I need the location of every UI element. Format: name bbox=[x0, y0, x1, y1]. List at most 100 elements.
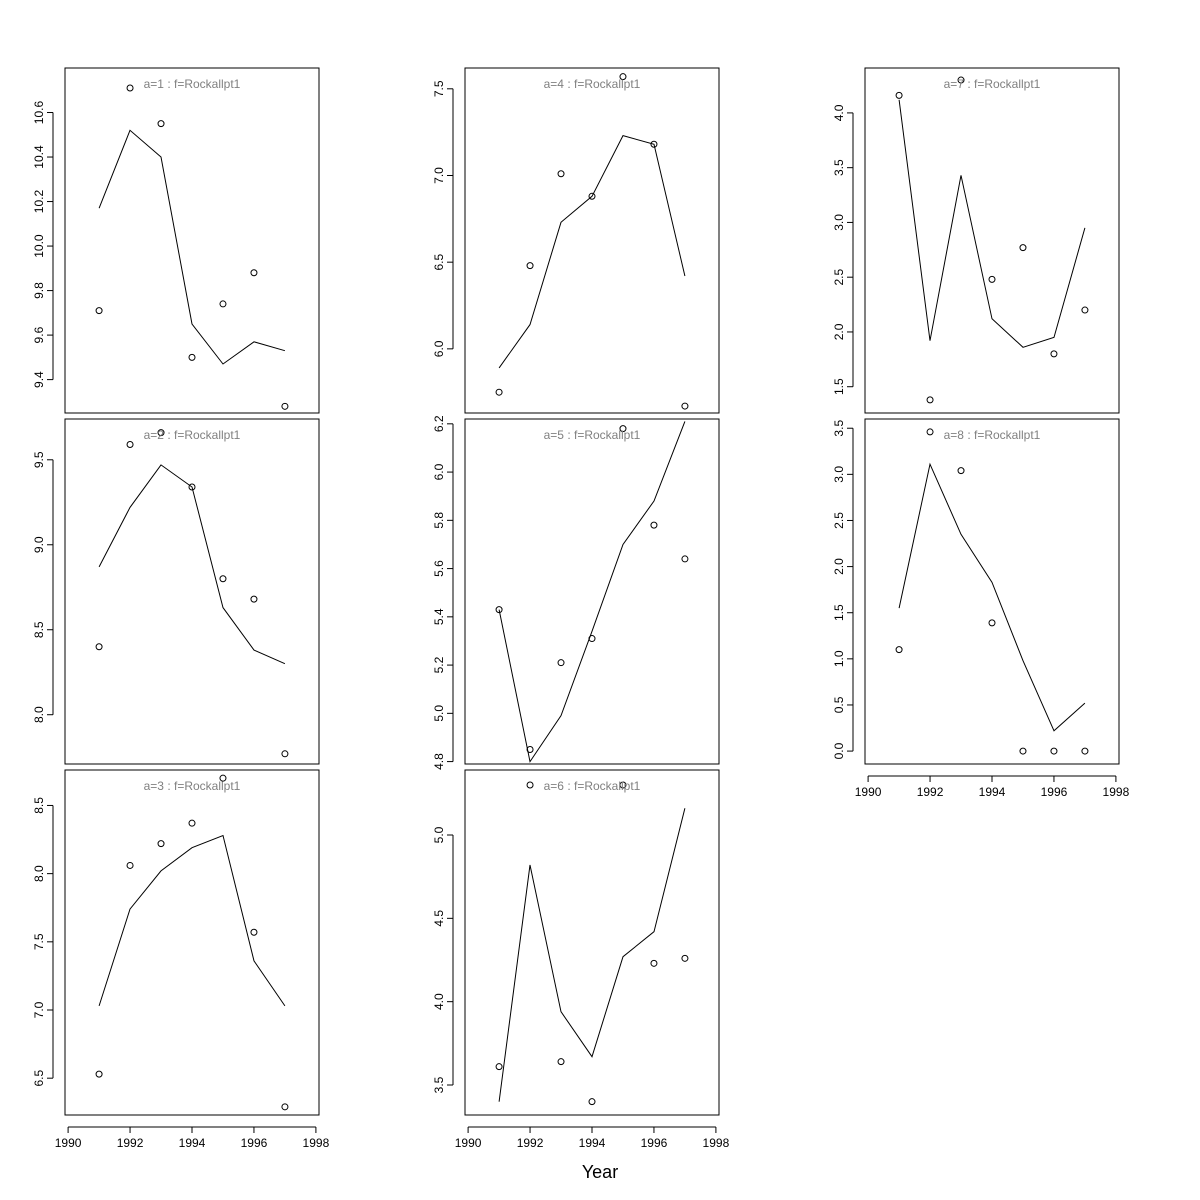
data-point bbox=[557, 1058, 565, 1066]
y-tick-label: 6.5 bbox=[432, 254, 446, 271]
y-tick-label: 9.6 bbox=[32, 326, 46, 343]
data-point bbox=[495, 606, 503, 614]
y-tick-label: 4.0 bbox=[432, 993, 446, 1010]
data-point bbox=[157, 429, 165, 437]
y-tick-label: 5.8 bbox=[432, 512, 446, 529]
panel-title: a=4 : f=Rockallpt1 bbox=[544, 77, 641, 91]
data-point bbox=[1019, 747, 1027, 755]
panel-8: 0.0 0.5 1.0 1.5 2.0 2.5 3.0 3.5 1990 1992 1994 1996… bbox=[832, 418, 1130, 799]
plot-frame bbox=[464, 769, 720, 1116]
y-tick-label: 2.0 bbox=[832, 558, 846, 575]
fitted-line bbox=[98, 464, 286, 665]
panel-4: 6.0 6.5 7.0 7.5 a=4 : f=Rockallpt1 bbox=[432, 67, 720, 414]
y-tick-label: 10.6 bbox=[32, 101, 46, 125]
y-tick-label: 9.8 bbox=[32, 282, 46, 299]
fitted-line bbox=[98, 129, 286, 365]
fitted-line bbox=[498, 421, 686, 763]
y-tick-label: 5.0 bbox=[432, 826, 446, 843]
data-point bbox=[526, 746, 534, 754]
fitted-line bbox=[498, 135, 686, 369]
y-tick-label: 10.0 bbox=[32, 234, 46, 258]
data-point bbox=[619, 425, 627, 433]
y-tick-label: 6.5 bbox=[32, 1070, 46, 1087]
panel-5: 4.8 5.0 5.2 5.4 5.6 5.8 6.0 6.2 a=5 : f=Rockallp… bbox=[432, 415, 720, 770]
fitted-line bbox=[898, 462, 1086, 732]
data-point bbox=[95, 307, 103, 315]
x-tick-label: 1990 bbox=[455, 1136, 482, 1150]
y-tick-label: 9.4 bbox=[32, 371, 46, 388]
panel-2: 8.0 8.5 9.0 9.5 a=2 : f=Rockallpt1 bbox=[32, 418, 320, 765]
data-point bbox=[95, 1070, 103, 1078]
x-tick-label: 1998 bbox=[303, 1136, 330, 1150]
data-point bbox=[681, 402, 689, 410]
y-tick-label: 0.0 bbox=[832, 742, 846, 759]
y-tick-label: 5.2 bbox=[432, 656, 446, 673]
data-point bbox=[957, 76, 965, 84]
y-tick-label: 8.0 bbox=[32, 865, 46, 882]
data-point bbox=[188, 819, 196, 827]
plot-frame bbox=[64, 769, 320, 1116]
plot-frame bbox=[64, 67, 320, 414]
y-tick-label: 7.0 bbox=[432, 167, 446, 184]
y-tick-label: 5.4 bbox=[432, 608, 446, 625]
y-tick-label: 2.5 bbox=[832, 269, 846, 286]
x-tick-label: 1994 bbox=[179, 1136, 206, 1150]
data-point bbox=[1019, 244, 1027, 252]
y-tick-label: 1.5 bbox=[832, 604, 846, 621]
y-tick-label: 10.2 bbox=[32, 190, 46, 214]
x-tick-label: 1996 bbox=[241, 1136, 268, 1150]
data-point bbox=[988, 275, 996, 283]
data-point bbox=[557, 170, 565, 178]
x-tick-label: 1994 bbox=[579, 1136, 606, 1150]
panel-title: a=8 : f=Rockallpt1 bbox=[944, 428, 1041, 442]
y-tick-label: 6.0 bbox=[432, 340, 446, 357]
y-tick-label: 0.5 bbox=[832, 696, 846, 713]
y-tick-label: 4.8 bbox=[432, 753, 446, 770]
fitted-line bbox=[498, 808, 686, 1102]
data-point bbox=[157, 840, 165, 848]
data-point bbox=[557, 659, 565, 667]
x-tick-label: 1998 bbox=[703, 1136, 730, 1150]
y-tick-label: 3.5 bbox=[832, 159, 846, 176]
data-point bbox=[650, 140, 658, 148]
data-point bbox=[157, 120, 165, 128]
panel-7: 1.5 2.0 2.5 3.0 3.5 4.0 a=7 : f=Rockallpt1 bbox=[832, 67, 1120, 414]
y-tick-label: 1.0 bbox=[832, 650, 846, 667]
y-tick-label: 3.5 bbox=[832, 420, 846, 437]
y-tick-label: 9.5 bbox=[32, 451, 46, 468]
y-tick-label: 3.0 bbox=[832, 466, 846, 483]
x-tick-label: 1996 bbox=[1041, 785, 1068, 799]
x-tick-label: 1992 bbox=[917, 785, 944, 799]
data-point bbox=[188, 353, 196, 361]
panel-title: a=5 : f=Rockallpt1 bbox=[544, 428, 641, 442]
y-tick-label: 6.2 bbox=[432, 415, 446, 432]
x-axis-label: Year bbox=[582, 1162, 618, 1182]
data-point bbox=[250, 928, 258, 936]
data-point bbox=[681, 954, 689, 962]
x-tick-label: 1992 bbox=[517, 1136, 544, 1150]
data-point bbox=[1081, 747, 1089, 755]
panel-title: a=1 : f=Rockallpt1 bbox=[144, 77, 241, 91]
data-point bbox=[926, 396, 934, 404]
panel-6: 3.5 4.0 4.5 5.0 1990 1992 1994 1996 1998 a=6 : f=… bbox=[432, 769, 730, 1150]
data-point bbox=[650, 959, 658, 967]
y-tick-label: 4.0 bbox=[832, 104, 846, 121]
y-tick-label: 9.0 bbox=[32, 536, 46, 553]
y-tick-label: 1.5 bbox=[832, 378, 846, 395]
fitted-line bbox=[898, 99, 1086, 348]
data-point bbox=[957, 467, 965, 475]
x-tick-label: 1998 bbox=[1103, 785, 1130, 799]
y-tick-label: 8.0 bbox=[32, 706, 46, 723]
panel-1: 9.4 9.6 9.8 10.0 10.2 10.4 10.6 a=1 : f=Rockall… bbox=[32, 67, 320, 414]
panel-title: a=2 : f=Rockallpt1 bbox=[144, 428, 241, 442]
y-tick-label: 5.6 bbox=[432, 560, 446, 577]
data-point bbox=[126, 440, 134, 448]
y-tick-label: 5.0 bbox=[432, 705, 446, 722]
x-tick-label: 1996 bbox=[641, 1136, 668, 1150]
x-tick-label: 1992 bbox=[117, 1136, 144, 1150]
data-point bbox=[219, 575, 227, 583]
y-tick-label: 7.5 bbox=[32, 933, 46, 950]
y-tick-label: 6.0 bbox=[432, 463, 446, 480]
data-point bbox=[495, 388, 503, 396]
